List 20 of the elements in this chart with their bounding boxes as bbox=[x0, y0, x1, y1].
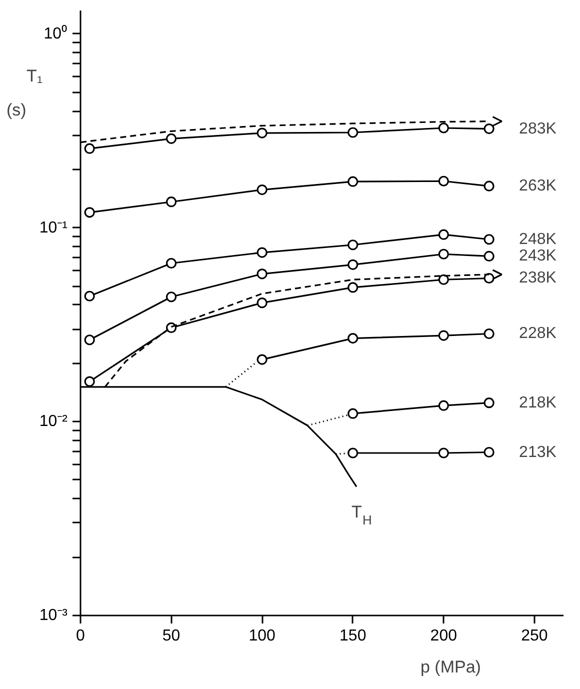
series-label: 213K bbox=[519, 444, 557, 461]
series-label: 243K bbox=[519, 248, 557, 265]
legend-label: 238K bbox=[519, 270, 557, 287]
series-label: 263K bbox=[519, 178, 557, 195]
series-label: 218K bbox=[519, 394, 557, 412]
x-tick-label: 150 bbox=[340, 628, 366, 644]
x-tick-label: 100 bbox=[248, 628, 276, 644]
y-tick-label: 10⁻¹ bbox=[39, 219, 68, 236]
x-tick-label: 0 bbox=[76, 628, 86, 644]
y-tick-label: 10⁰ bbox=[44, 24, 68, 42]
y-tick-label: 10⁻³ bbox=[39, 607, 68, 624]
x-axis-title: p (MPa) bbox=[420, 658, 481, 676]
x-tick-label: 250 bbox=[521, 628, 548, 644]
y-axis-title: T₁ (s) bbox=[6, 66, 43, 120]
series-label: 228K bbox=[519, 325, 557, 342]
x-tick-label: 50 bbox=[162, 628, 180, 644]
series-label: 248K bbox=[519, 230, 557, 248]
x-tick-label: 200 bbox=[430, 628, 458, 644]
y-tick-label: 10⁻² bbox=[39, 413, 68, 430]
legend-label: 283K bbox=[519, 120, 557, 138]
